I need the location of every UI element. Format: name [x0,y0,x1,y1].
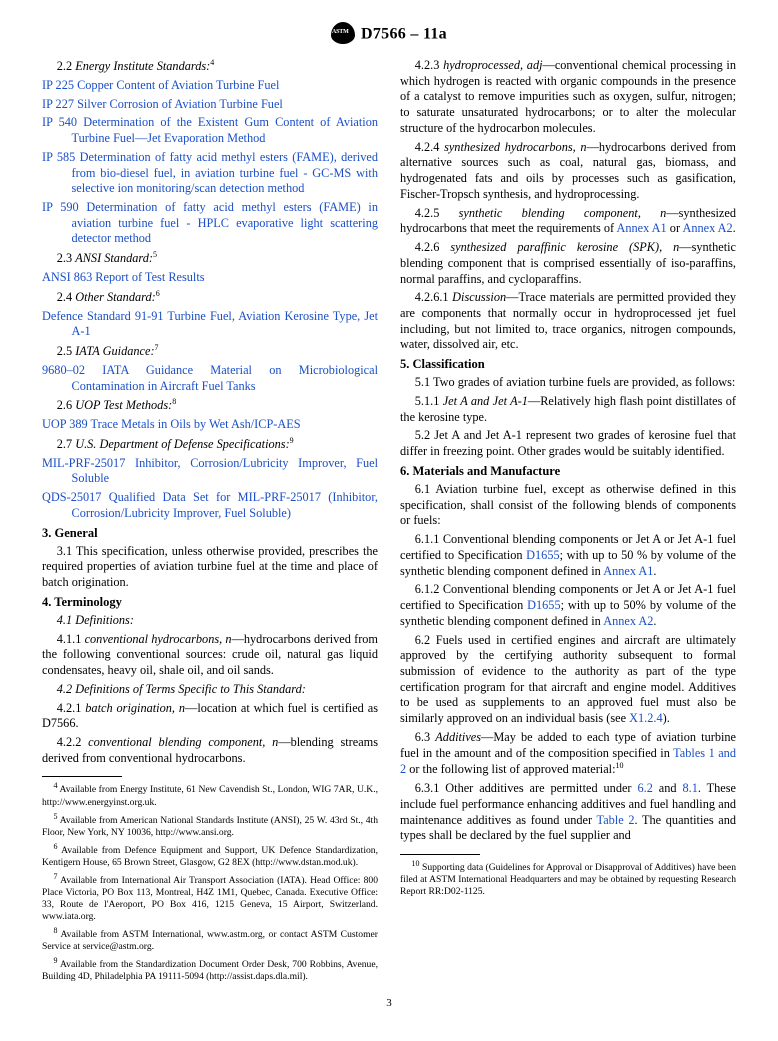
link-annex-a1[interactable]: Annex A1 [617,221,667,235]
para-4-2-6: 4.2.6 synthesized paraffinic kerosine (S… [400,240,736,287]
footnote-10: 10 Supporting data (Guidelines for Appro… [400,859,736,898]
footnotes-right: 10 Supporting data (Guidelines for Appro… [400,854,736,898]
para-3-1: 3.1 This specification, unless otherwise… [42,544,378,591]
ref-ip227: IP 227 Silver Corrosion of Aviation Turb… [42,97,378,113]
link-ip590[interactable]: IP 590 Determination of fatty acid methy… [42,200,378,245]
doc-header: D7566 – 11a [42,24,736,46]
para-6-1-1: 6.1.1 Conventional blending components o… [400,532,736,579]
link-d1655-1[interactable]: D1655 [526,548,559,562]
page-number: 3 [42,997,736,1009]
para-6-1: 6.1 Aviation turbine fuel, except as oth… [400,482,736,529]
ref-ip540: IP 540 Determination of the Existent Gum… [42,115,378,146]
footnote-rule [42,776,122,777]
link-ip225[interactable]: IP 225 Copper Content of Aviation Turbin… [42,78,279,92]
footnotes-left: 4 Available from Energy Institute, 61 Ne… [42,776,378,983]
para-4-2-3: 4.2.3 hydroprocessed, adj—conventional c… [400,58,736,137]
ref-iata: 9680–02 IATA Guidance Material on Microb… [42,363,378,394]
doc-designation: D7566 – 11a [361,26,447,43]
heading-5: 5. Classification [400,356,736,372]
para-6-2: 6.2 Fuels used in certified engines and … [400,633,736,727]
footnote-rule-r [400,854,480,855]
heading-3: 3. General [42,525,378,541]
link-table-2[interactable]: Table 2 [597,813,635,827]
link-d1655-2[interactable]: D1655 [527,598,560,612]
sec-2-4: 2.4 Other Standard:6 [42,289,378,306]
para-4-2-2: 4.2.2 conventional blending component, n… [42,735,378,766]
para-6-1-2: 6.1.2 Conventional blending components o… [400,582,736,629]
link-x124[interactable]: X1.2.4 [629,711,662,725]
link-qds[interactable]: QDS-25017 Qualified Data Set for MIL-PRF… [42,490,378,520]
link-ansi863[interactable]: ANSI 863 Report of Test Results [42,270,205,284]
sec-2-2: 2.2 Energy Institute Standards:4 [42,58,378,75]
ref-defstd: Defence Standard 91-91 Turbine Fuel, Avi… [42,309,378,340]
para-4-2: 4.2 Definitions of Terms Specific to Thi… [42,682,378,698]
para-4-2-6-1: 4.2.6.1 Discussion—Trace materials are p… [400,290,736,353]
sec-2-3: 2.3 ANSI Standard:5 [42,250,378,267]
footnote-6: 6 Available from Defence Equipment and S… [42,842,378,869]
link-milprf[interactable]: MIL-PRF-25017 Inhibitor, Corrosion/Lubri… [42,456,378,486]
footnote-8: 8 Available from ASTM International, www… [42,926,378,953]
para-4-2-5: 4.2.5 synthetic blending component, n—sy… [400,206,736,237]
link-8-1[interactable]: 8.1 [682,781,697,795]
footnote-7: 7 Available from International Air Trans… [42,872,378,923]
body-columns: 2.2 Energy Institute Standards:4 IP 225 … [42,58,736,983]
ref-ansi863: ANSI 863 Report of Test Results [42,270,378,286]
heading-4: 4. Terminology [42,594,378,610]
link-6-2[interactable]: 6.2 [637,781,652,795]
footnote-9: 9 Available from the Standardization Doc… [42,956,378,983]
ref-uop389: UOP 389 Trace Metals in Oils by Wet Ash/… [42,417,378,433]
ref-ip590: IP 590 Determination of fatty acid methy… [42,200,378,247]
link-defstd[interactable]: Defence Standard 91-91 Turbine Fuel, Avi… [42,309,378,339]
footnote-4: 4 Available from Energy Institute, 61 Ne… [42,781,378,808]
para-4-2-1: 4.2.1 batch origination, n—location at w… [42,701,378,732]
para-5-2: 5.2 Jet A and Jet A-1 represent two grad… [400,428,736,459]
sec-2-7: 2.7 U.S. Department of Defense Specifica… [42,436,378,453]
link-iata[interactable]: 9680–02 IATA Guidance Material on Microb… [42,363,378,393]
link-ip227[interactable]: IP 227 Silver Corrosion of Aviation Turb… [42,97,283,111]
link-annex-a2-2[interactable]: Annex A2 [603,614,653,628]
ref-milprf: MIL-PRF-25017 Inhibitor, Corrosion/Lubri… [42,456,378,487]
page: D7566 – 11a 2.2 Energy Institute Standar… [0,0,778,1041]
para-5-1: 5.1 Two grades of aviation turbine fuels… [400,375,736,391]
para-5-1-1: 5.1.1 Jet A and Jet A-1—Relatively high … [400,394,736,425]
footnote-5: 5 Available from American National Stand… [42,812,378,839]
link-ip585[interactable]: IP 585 Determination of fatty acid methy… [42,150,378,195]
ref-ip225: IP 225 Copper Content of Aviation Turbin… [42,78,378,94]
ref-ip585: IP 585 Determination of fatty acid methy… [42,150,378,197]
astm-logo-icon [331,22,355,44]
para-4-2-4: 4.2.4 synthesized hydrocarbons, n—hydroc… [400,140,736,203]
link-annex-a1-2[interactable]: Annex A1 [603,564,653,578]
sec-2-6: 2.6 UOP Test Methods:8 [42,397,378,414]
link-ip540[interactable]: IP 540 Determination of the Existent Gum… [42,115,378,145]
heading-6: 6. Materials and Manufacture [400,463,736,479]
para-6-3-1: 6.3.1 Other additives are permitted unde… [400,781,736,844]
para-4-1-1: 4.1.1 conventional hydrocarbons, n—hydro… [42,632,378,679]
para-6-3: 6.3 Additives—May be added to each type … [400,730,736,778]
ref-qds: QDS-25017 Qualified Data Set for MIL-PRF… [42,490,378,521]
para-4-1: 4.1 Definitions: [42,613,378,629]
sec-2-5: 2.5 IATA Guidance:7 [42,343,378,360]
link-annex-a2[interactable]: Annex A2 [682,221,732,235]
link-uop389[interactable]: UOP 389 Trace Metals in Oils by Wet Ash/… [42,417,301,431]
